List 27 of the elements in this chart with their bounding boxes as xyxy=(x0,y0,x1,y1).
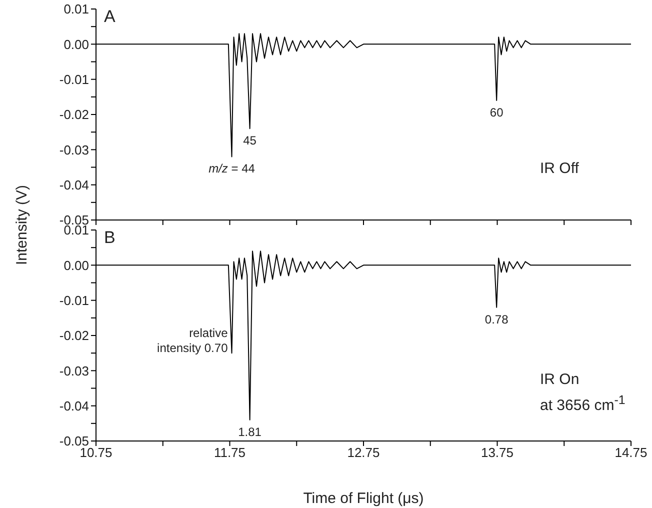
annotation: IR Off xyxy=(540,159,579,179)
y-tick-label: -0.04 xyxy=(59,177,89,192)
annotation: m/z = 44 xyxy=(208,162,256,176)
annotation: relative intensity 0.70 xyxy=(157,326,228,356)
y-tick-label: -0.03 xyxy=(59,142,89,158)
x-tick-label: 13.75 xyxy=(480,445,514,460)
y-tick-label: -0.02 xyxy=(59,328,89,344)
y-tick-label: -0.03 xyxy=(59,363,89,378)
annotation: 0.78 xyxy=(484,312,509,326)
y-tick-label: 0.00 xyxy=(64,36,89,52)
x-axis-title: Time of Flight (μs) xyxy=(303,490,424,507)
y-tick-label: 0.00 xyxy=(64,258,89,273)
y-tick-label: -0.04 xyxy=(59,398,89,414)
y-tick-label: -0.01 xyxy=(59,72,89,87)
chart-title: A xyxy=(104,7,116,27)
y-tick-label: -0.01 xyxy=(59,292,89,308)
annotation: 45 xyxy=(243,134,257,148)
annotation: 60 xyxy=(490,105,504,120)
y-tick-label: -0.02 xyxy=(59,107,89,122)
chart-title: B xyxy=(104,228,116,248)
y-tick-label: 0.01 xyxy=(64,2,89,17)
annotation: IR On at 3656 cm$^{-1}$ xyxy=(540,370,626,416)
x-tick-label: 12.75 xyxy=(347,445,380,460)
x-tick-label: 14.75 xyxy=(614,445,648,460)
x-tick-label: 11.75 xyxy=(214,445,246,460)
annotation: 1.81 xyxy=(238,424,262,439)
y-axis-title: Intensity (V) xyxy=(14,184,30,266)
